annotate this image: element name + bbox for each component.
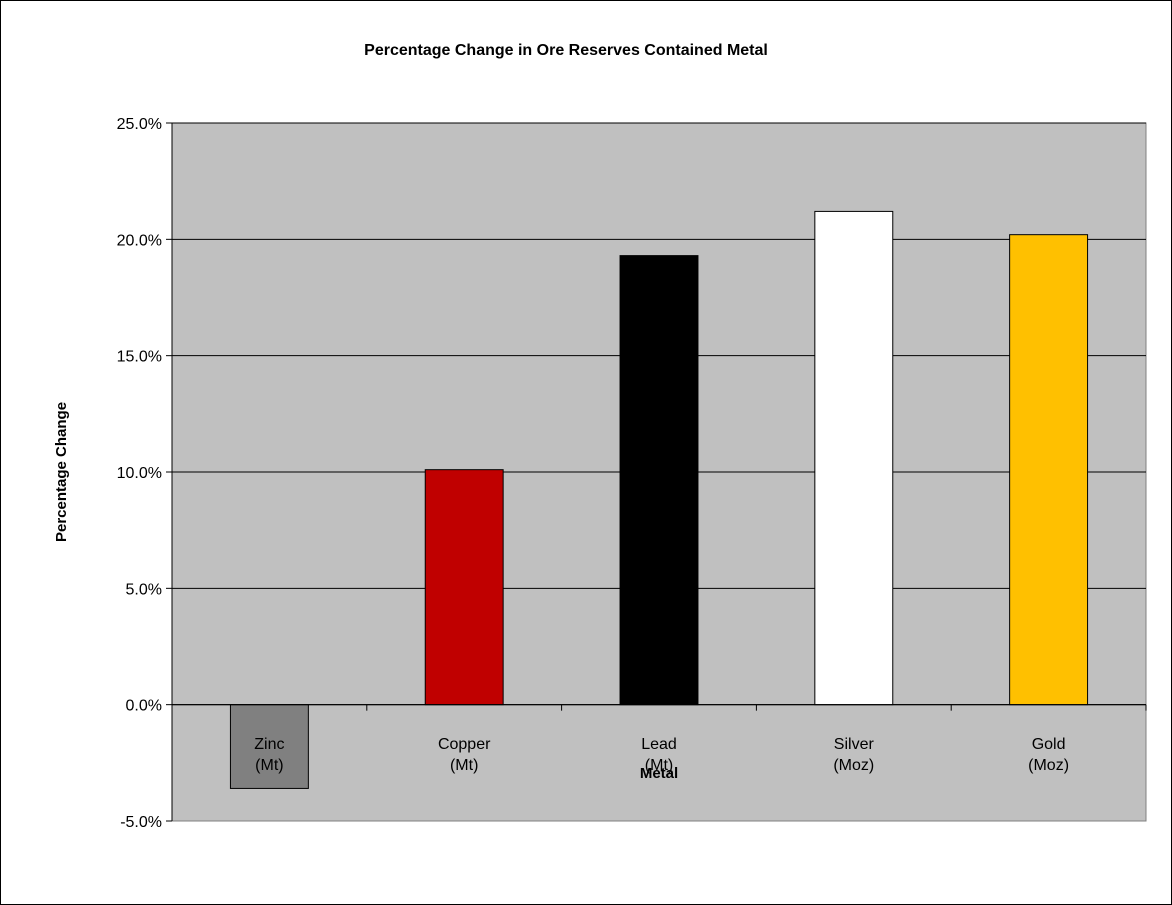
category-label: Silver [834,736,875,753]
category-label: Lead [641,736,677,753]
y-tick-label: 5.0% [126,581,162,598]
category-unit-label: (Mt) [645,757,673,774]
bar-lead [619,255,699,706]
category-label: Zinc [254,736,284,753]
category-label: Copper [438,736,491,753]
bar-silver [814,210,894,706]
x-axis-title: Metal [640,765,678,782]
y-tick-label: -5.0% [120,814,162,831]
y-axis: -5.0% 0.0% 5.0% 10.0% 15.0% 20.0% 25.0% [117,116,173,831]
y-tick-label: 15.0% [117,349,162,366]
y-tick-label: 20.0% [117,232,162,249]
y-axis-title: Percentage Change [53,402,70,542]
y-tick-label: 0.0% [126,698,162,715]
category-label: Gold [1032,736,1066,753]
category-unit-label: (Moz) [1028,757,1069,774]
chart-title: Percentage Change in Ore Reserves Contai… [364,42,768,59]
bars [229,210,1089,789]
bar-zinc [229,704,309,789]
category-unit-label: (Moz) [833,757,874,774]
category-labels: Zinc (Mt) Copper (Mt) Lead (Mt) Silver (Moz) Gol… [254,736,1069,774]
bar-gold [1009,234,1089,706]
y-tick-label: 25.0% [117,116,162,133]
category-unit-label: (Mt) [450,757,478,774]
category-unit-label: (Mt) [255,757,283,774]
bar-copper [424,469,504,706]
y-tick-label: 10.0% [117,465,162,482]
